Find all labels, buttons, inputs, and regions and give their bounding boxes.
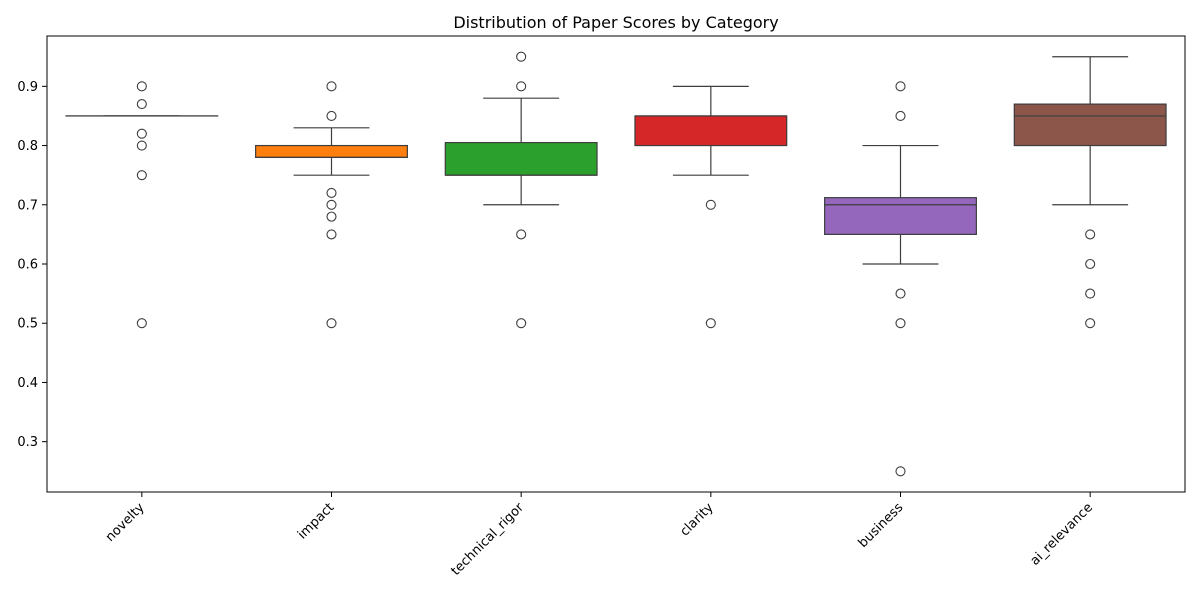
y-tick-label: 0.3 — [17, 435, 38, 450]
box-iqr — [824, 197, 977, 235]
outlier-point — [136, 140, 147, 151]
outlier-point — [136, 99, 147, 110]
box-iqr — [1013, 103, 1167, 147]
outlier-point — [705, 199, 716, 210]
box-group-ai-relevance — [1013, 56, 1167, 329]
x-tick-label: business — [856, 500, 907, 551]
outlier-point — [895, 288, 906, 299]
outlier-point — [136, 170, 147, 181]
outlier-point — [516, 81, 527, 92]
y-tick-label: 0.9 — [17, 80, 38, 95]
box-group-novelty — [65, 81, 219, 329]
y-tick-label: 0.7 — [17, 198, 38, 213]
outlier-point — [1085, 318, 1096, 329]
outlier-point — [895, 318, 906, 329]
outlier-point — [516, 51, 527, 62]
y-tick-label: 0.4 — [17, 376, 38, 391]
y-tick-label: 0.6 — [17, 258, 38, 273]
outlier-point — [136, 128, 147, 139]
outlier-point — [326, 199, 337, 210]
outlier-point — [326, 318, 337, 329]
plot-area — [65, 51, 1167, 477]
x-tick-label: impact — [295, 500, 337, 542]
outlier-point — [1085, 258, 1096, 270]
outlier-point — [516, 318, 527, 329]
box-group-business — [824, 81, 977, 477]
outlier-point — [1085, 288, 1096, 299]
x-tick-label: technical_rigor — [448, 500, 527, 579]
outlier-point — [326, 81, 337, 92]
outlier-point — [136, 81, 147, 92]
box-group-clarity — [634, 85, 788, 329]
outlier-point — [895, 110, 906, 121]
outlier-point — [326, 229, 337, 240]
box-group-technical-rigor — [444, 51, 598, 329]
outlier-point — [895, 466, 906, 477]
chart-title: Distribution of Paper Scores by Category — [453, 13, 778, 32]
x-tick-label: ai_relevance — [1028, 500, 1096, 568]
box-iqr — [444, 141, 598, 176]
outlier-point — [516, 229, 527, 240]
outlier-point — [1085, 229, 1096, 240]
outlier-point — [326, 110, 337, 121]
outlier-point — [326, 211, 337, 222]
outlier-point — [326, 187, 337, 198]
box-iqr — [255, 144, 408, 159]
x-tick-label: clarity — [677, 500, 716, 539]
x-tick-label: novelty — [103, 500, 148, 545]
axes: 0.3 0.4 0.5 0.6 0.7 0.8 0.9 novelty impact techni… — [17, 35, 1186, 579]
outlier-point — [136, 318, 147, 329]
outlier-point — [895, 81, 906, 92]
outlier-point — [705, 318, 716, 329]
y-tick-label: 0.8 — [17, 139, 38, 154]
box-iqr — [634, 115, 788, 147]
y-tick-label: 0.5 — [17, 317, 38, 332]
box-group-impact — [255, 81, 408, 329]
